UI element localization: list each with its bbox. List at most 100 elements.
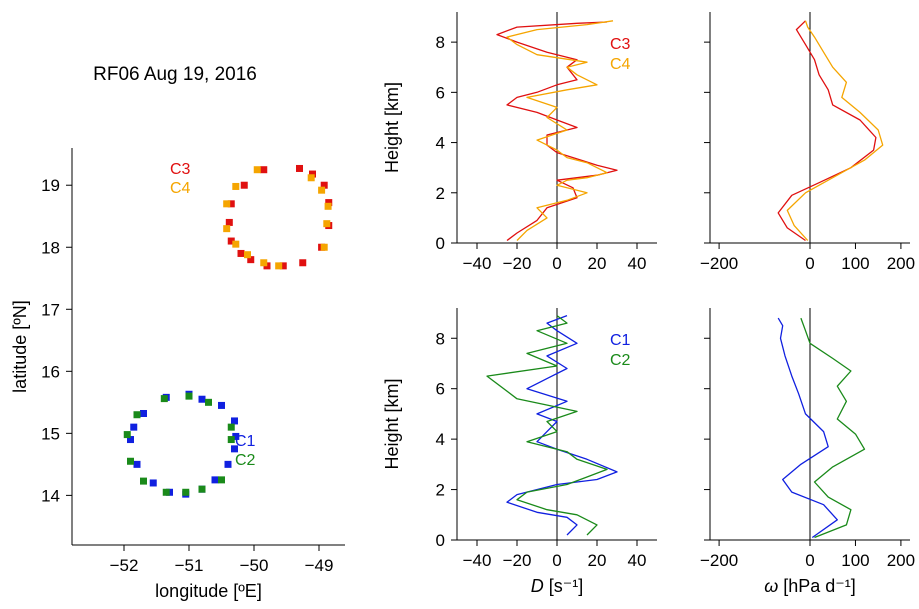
data-point-c4 bbox=[275, 262, 283, 270]
data-point-c3 bbox=[247, 256, 255, 264]
data-point-c4 bbox=[223, 200, 231, 208]
data-point-c4 bbox=[223, 225, 231, 233]
data-point-c2 bbox=[133, 411, 141, 419]
data-point-c3 bbox=[260, 166, 268, 174]
x-tick-label: −49 bbox=[305, 556, 334, 575]
y-tick-label: 0 bbox=[436, 234, 445, 253]
legend-c2: C2 bbox=[610, 352, 631, 369]
legend-c1: C1 bbox=[235, 433, 256, 450]
x-axis-label: D [s⁻¹] bbox=[531, 576, 584, 596]
data-point-c3 bbox=[299, 259, 307, 267]
series-c2 bbox=[123, 392, 235, 496]
x-tick-label: −40 bbox=[463, 551, 492, 570]
y-tick-label: 16 bbox=[41, 362, 60, 381]
data-point-c2 bbox=[198, 485, 206, 493]
x-tick-label: 40 bbox=[628, 254, 647, 273]
data-point-c1 bbox=[224, 460, 232, 468]
data-point-c2 bbox=[182, 488, 190, 496]
legend-c2: C2 bbox=[235, 452, 256, 469]
x-axis-label: ω [hPa d⁻¹] bbox=[764, 576, 856, 596]
data-point-c1 bbox=[140, 409, 147, 417]
divergence-panel-bottom: −40 −20 0 20 40 0 2 4 6 8 D [s⁻¹] Height [km] C1 C2 bbox=[382, 308, 657, 596]
x-tick-label: 100 bbox=[841, 254, 869, 273]
series-line-c3 bbox=[496, 21, 618, 242]
y-tick-label: 6 bbox=[436, 380, 445, 399]
data-point-c4 bbox=[260, 259, 268, 267]
data-point-c1 bbox=[149, 479, 157, 487]
data-point-c2 bbox=[218, 476, 225, 484]
data-point-c1 bbox=[218, 401, 225, 409]
x-tick-label: −51 bbox=[175, 556, 204, 575]
omega-panel-top: −200 0 100 200 bbox=[700, 12, 915, 273]
x-tick-label: 200 bbox=[887, 254, 915, 273]
y-tick-label: 0 bbox=[436, 531, 445, 550]
x-tick-label: 200 bbox=[887, 551, 915, 570]
data-point-c4 bbox=[253, 166, 261, 174]
data-point-c4 bbox=[320, 243, 328, 251]
x-tick-label: 0 bbox=[552, 254, 561, 273]
legend-c1: C1 bbox=[610, 332, 631, 349]
x-tick-label: 0 bbox=[805, 254, 814, 273]
y-tick-label: 19 bbox=[41, 176, 60, 195]
y-axis-label: Height [km] bbox=[382, 82, 402, 173]
series-line-c4 bbox=[506, 20, 614, 241]
series-c3 bbox=[225, 164, 333, 270]
data-point-c3 bbox=[309, 170, 316, 178]
y-tick-label: 6 bbox=[436, 83, 445, 102]
y-tick-label: 15 bbox=[41, 424, 60, 443]
y-tick-label: 2 bbox=[436, 184, 445, 203]
data-point-c4 bbox=[318, 186, 326, 194]
data-point-c3 bbox=[240, 181, 248, 189]
data-point-c3 bbox=[227, 237, 235, 245]
data-point-c4 bbox=[244, 251, 251, 259]
x-tick-label: −20 bbox=[503, 254, 532, 273]
data-point-c1 bbox=[130, 423, 138, 431]
series-line-c4 bbox=[786, 20, 884, 241]
y-tick-label: 17 bbox=[41, 300, 60, 319]
data-point-c4 bbox=[307, 174, 315, 182]
y-axis-label: latitude [ºN] bbox=[10, 300, 30, 393]
x-axis-label: longitude [ºE] bbox=[155, 581, 262, 601]
x-tick-label: −40 bbox=[463, 254, 492, 273]
x-tick-label: 20 bbox=[588, 551, 607, 570]
data-point-c3 bbox=[320, 181, 328, 189]
data-point-c2 bbox=[162, 488, 170, 496]
x-tick-label: −20 bbox=[503, 551, 532, 570]
series-line-c2 bbox=[486, 315, 608, 536]
x-tick-label: −50 bbox=[240, 556, 269, 575]
x-tick-label: 40 bbox=[628, 551, 647, 570]
data-point-c2 bbox=[160, 395, 168, 403]
data-point-c2 bbox=[123, 431, 131, 439]
y-axis-label: Height [km] bbox=[382, 378, 402, 469]
legend-c4: C4 bbox=[610, 56, 631, 73]
legend-c3: C3 bbox=[170, 161, 191, 178]
data-point-c1 bbox=[198, 395, 206, 403]
data-point-c1 bbox=[211, 476, 219, 484]
data-point-c1 bbox=[231, 417, 238, 425]
y-tick-label: 8 bbox=[436, 33, 445, 52]
x-tick-label: 100 bbox=[841, 551, 869, 570]
data-point-c2 bbox=[227, 423, 235, 431]
data-point-c4 bbox=[324, 202, 332, 210]
x-tick-label: −200 bbox=[700, 551, 738, 570]
y-tick-label: 4 bbox=[436, 134, 445, 153]
data-point-c4 bbox=[323, 220, 331, 228]
x-tick-label: 0 bbox=[552, 551, 561, 570]
y-tick-label: 14 bbox=[41, 486, 60, 505]
y-tick-label: 4 bbox=[436, 430, 445, 449]
map-panel: −52 −51 −50 −49 14 15 16 17 18 19 longitude [ºE] la… bbox=[10, 148, 345, 601]
x-tick-label: 0 bbox=[805, 551, 814, 570]
y-tick-label: 2 bbox=[436, 481, 445, 500]
data-point-c2 bbox=[227, 436, 235, 444]
x-tick-label: −52 bbox=[110, 556, 139, 575]
series-line-c2 bbox=[800, 317, 866, 539]
data-point-c1 bbox=[231, 445, 238, 453]
series-line-c3 bbox=[777, 20, 877, 242]
data-point-c3 bbox=[225, 218, 233, 226]
data-point-c3 bbox=[296, 164, 303, 172]
figure-title: RF06 Aug 19, 2016 bbox=[93, 64, 257, 85]
data-point-c2 bbox=[205, 398, 212, 406]
divergence-panel-top: −40 −20 0 20 40 0 2 4 6 8 Height [km] C3 C4 bbox=[382, 12, 657, 273]
x-tick-label: 20 bbox=[588, 254, 607, 273]
